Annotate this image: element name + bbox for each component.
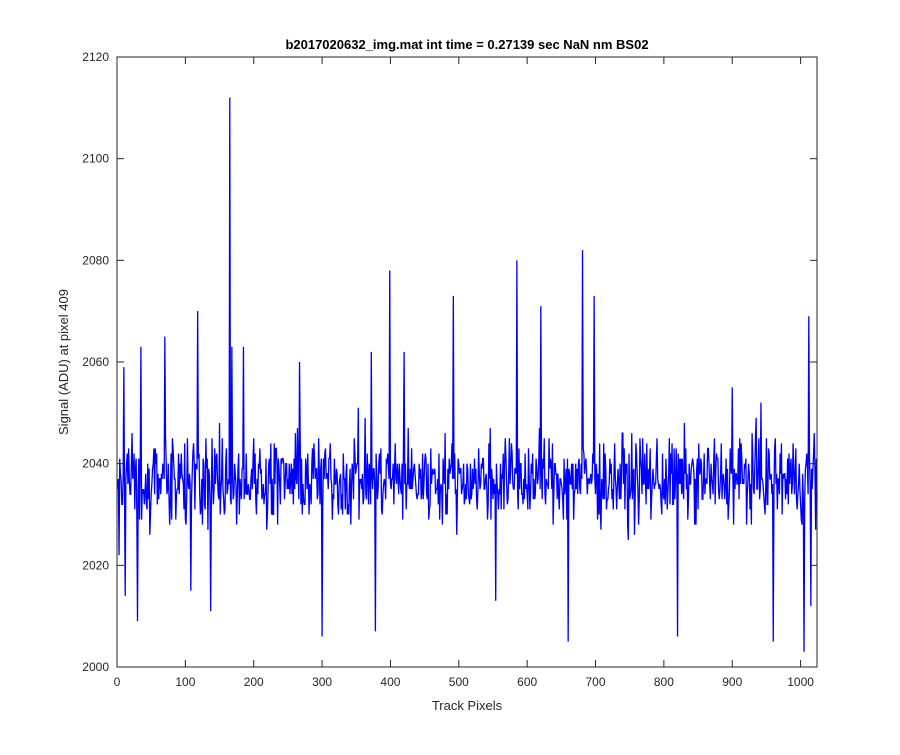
x-axis-label: Track Pixels: [432, 698, 503, 713]
y-tick-label: 2020: [82, 558, 109, 572]
x-tick-label: 0: [114, 675, 121, 689]
x-tick-label: 700: [586, 675, 606, 689]
x-tick-label: 1000: [787, 675, 814, 689]
axes-background: [117, 57, 817, 667]
x-tick-label: 500: [449, 675, 469, 689]
x-tick-label: 600: [517, 675, 537, 689]
chart-title: b2017020632_img.mat int time = 0.27139 s…: [285, 37, 648, 52]
x-tick-label: 900: [722, 675, 742, 689]
series-layer: [117, 97, 818, 652]
y-tick-label: 2120: [82, 50, 109, 64]
y-tick-label: 2080: [82, 253, 109, 267]
x-tick-label: 800: [654, 675, 674, 689]
x-tick-label: 100: [175, 675, 195, 689]
x-tick-label: 300: [312, 675, 332, 689]
series-line: [117, 97, 818, 652]
tick-layer: 0 100 200 300 400 500 600 700 800 900 1000 2000 2020…: [82, 50, 817, 689]
x-tick-label: 200: [244, 675, 264, 689]
y-axis-label: Signal (ADU) at pixel 409: [56, 289, 71, 435]
y-tick-label: 2040: [82, 457, 109, 471]
y-tick-label: 2100: [82, 152, 109, 166]
y-tick-label: 2060: [82, 355, 109, 369]
x-tick-label: 400: [380, 675, 400, 689]
y-tick-label: 2000: [82, 660, 109, 674]
